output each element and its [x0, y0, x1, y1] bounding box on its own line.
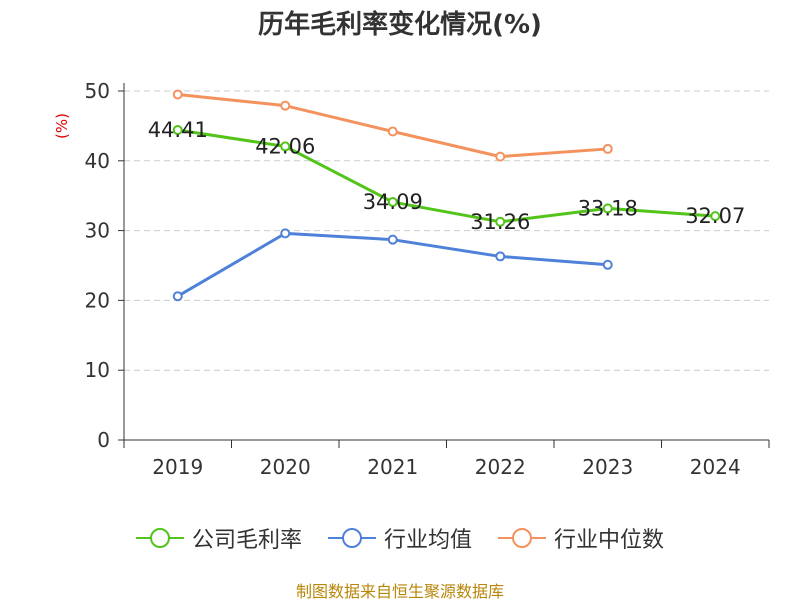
data-label: 33.18 — [578, 196, 638, 220]
legend-line-icon — [498, 528, 546, 548]
y-tick-label: 30 — [85, 219, 110, 243]
legend-label: 行业均值 — [383, 528, 472, 553]
data-point — [602, 259, 613, 270]
legend-label: 公司毛利率 — [191, 528, 302, 553]
source-footer: 制图数据来自恒生聚源数据库 — [295, 582, 504, 601]
data-point — [387, 197, 398, 208]
legend-item[interactable]: 行业中位数 — [498, 522, 664, 554]
data-label: 34.09 — [363, 190, 423, 214]
x-tick-label: 2023 — [582, 455, 633, 479]
data-point — [602, 203, 613, 214]
data-point — [602, 143, 613, 154]
x-tick-label: 2021 — [367, 455, 418, 479]
data-point — [280, 100, 291, 111]
y-tick-label: 50 — [85, 79, 110, 103]
series-line — [177, 128, 716, 224]
data-point — [495, 216, 506, 227]
data-point — [172, 125, 183, 136]
data-label: 31.26 — [470, 210, 530, 234]
data-point — [710, 211, 721, 222]
data-point — [172, 89, 183, 100]
data-point — [495, 151, 506, 162]
legend-line-icon — [135, 528, 184, 548]
x-tick-label: 2022 — [475, 455, 526, 479]
y-tick-label: 40 — [85, 149, 110, 173]
legend-line-icon — [327, 528, 376, 548]
legend-item[interactable]: 行业均值 — [327, 522, 472, 554]
data-point — [172, 291, 183, 302]
data-label: 42.06 — [255, 134, 315, 158]
x-tick-label: 2020 — [260, 455, 311, 479]
data-point — [280, 141, 291, 152]
data-point — [387, 126, 398, 137]
y-tick-label: 10 — [85, 358, 110, 382]
series-line — [177, 92, 608, 159]
legend-item[interactable]: 公司毛利率 — [135, 522, 302, 554]
x-tick-label: 2019 — [152, 455, 203, 479]
data-point — [280, 228, 291, 239]
chart-title: 历年毛利率变化情况(%) — [258, 10, 542, 40]
data-label: 44.41 — [148, 118, 208, 142]
data-point — [387, 234, 398, 245]
legend: 公司毛利率 行业均值 行业中位数 — [0, 518, 800, 558]
x-tick-label: 2024 — [690, 455, 741, 479]
y-tick-label: 20 — [85, 288, 110, 312]
legend-label: 行业中位数 — [554, 528, 665, 553]
y-tick-label: 0 — [97, 428, 110, 452]
data-point — [495, 251, 506, 262]
data-label: 32.07 — [685, 204, 745, 228]
